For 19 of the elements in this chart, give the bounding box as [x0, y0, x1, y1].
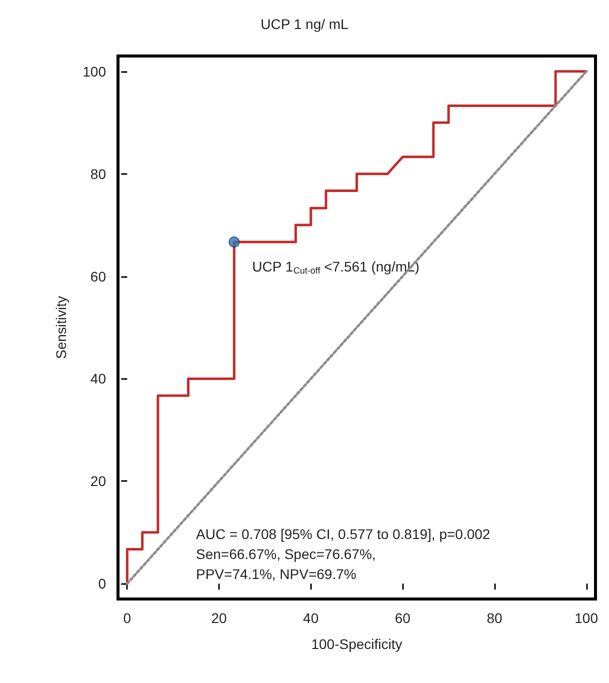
annotation: Sen=66.67%, Spec=76.67%, — [196, 546, 376, 562]
y-tick-label: 40 — [90, 370, 106, 387]
y-tick-label: 60 — [90, 268, 106, 284]
chart-title: UCP 1 ng/ mL — [260, 16, 349, 32]
x-tick-label: 80 — [486, 610, 502, 626]
x-tick-label: 100 — [574, 610, 598, 626]
y-tick-label: 0 — [98, 576, 106, 592]
x-tick-label: 60 — [394, 610, 411, 626]
annotation: AUC = 0.708 [95% CI, 0.577 to 0.819], p=0.002 — [196, 526, 490, 542]
y-tick-label: 100 — [82, 63, 106, 80]
y-axis-title: Sensitivity — [53, 296, 69, 360]
x-tick-label: 20 — [211, 610, 228, 626]
x-tick-label: 40 — [303, 610, 319, 626]
x-axis-title: 100-Specificity — [311, 636, 402, 652]
annotation: PPV=74.1%, NPV=69.7% — [196, 566, 356, 582]
y-tick-label: 80 — [90, 166, 106, 182]
y-tick-label: 20 — [90, 473, 106, 490]
x-tick-label: 0 — [123, 610, 132, 626]
line-series — [126, 70, 588, 585]
